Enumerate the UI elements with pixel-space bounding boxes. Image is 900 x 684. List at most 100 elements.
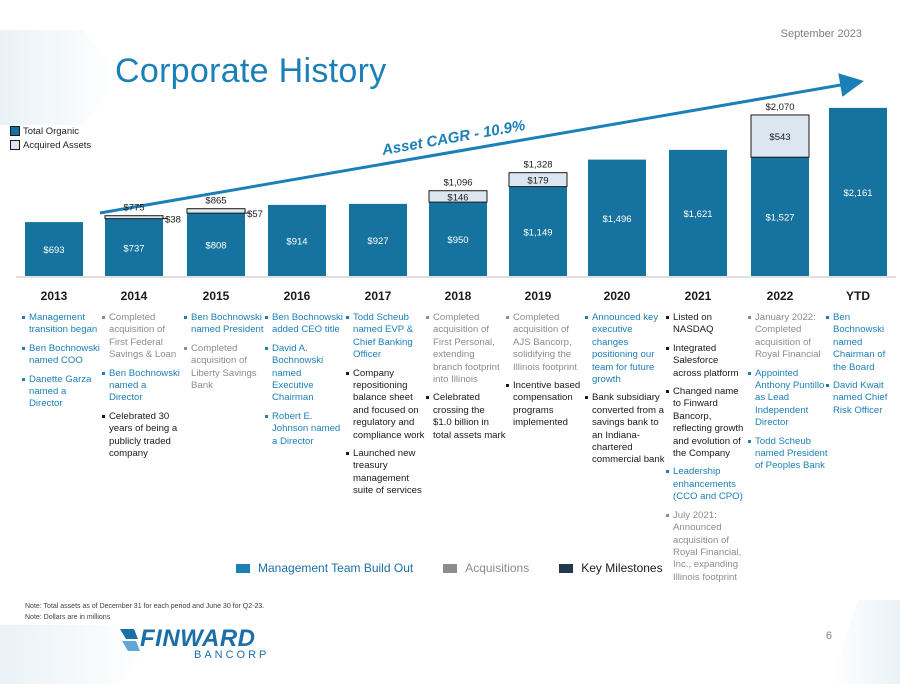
timeline-list: Completed acquisition of AJS Bancorp, so… bbox=[506, 312, 586, 430]
decorative-shape-right bbox=[830, 600, 900, 684]
bar-organic-2015 bbox=[187, 213, 245, 276]
bar-total-2022: $2,070 bbox=[765, 102, 794, 113]
x-tick-label-2019: 2019 bbox=[525, 289, 552, 303]
bar-label-organic-2017: $927 bbox=[367, 236, 388, 247]
timeline-list: Announced key executive changes position… bbox=[585, 312, 665, 467]
timeline-item: Ben Bochnowski named a Director bbox=[102, 368, 182, 405]
timeline-item: Celebrated crossing the $1.0 billion in … bbox=[426, 392, 506, 442]
x-tick-label-2020: 2020 bbox=[604, 289, 631, 303]
timeline-column-2022: January 2022: Completed acquisition of R… bbox=[748, 312, 828, 479]
footnote-assets: Note: Total assets as of December 31 for… bbox=[25, 603, 265, 610]
logo-mark-icon bbox=[120, 629, 140, 651]
logo-subtitle: BANCORP bbox=[194, 649, 270, 661]
x-tick-label-2017: 2017 bbox=[365, 289, 392, 303]
legend-label-management: Management Team Build Out bbox=[258, 561, 414, 575]
timeline-column-2019: Completed acquisition of AJS Bancorp, so… bbox=[506, 312, 586, 436]
timeline-legend: Management Team Build Out Acquisitions K… bbox=[236, 561, 693, 575]
timeline-item: January 2022: Completed acquisition of R… bbox=[748, 312, 828, 362]
timeline-list: Completed acquisition of First Federal S… bbox=[102, 312, 182, 460]
footnote-dollars: Note: Dollars are in millions bbox=[25, 614, 111, 621]
timeline-item: David Kwait named Chief Risk Officer bbox=[826, 380, 898, 417]
timeline-item: Robert E. Johnson named a Director bbox=[265, 411, 345, 448]
legend-management: Management Team Build Out bbox=[236, 561, 413, 575]
chart-legend: Total Organic Acquired Assets bbox=[10, 124, 91, 152]
bar-label-organic-2013: $693 bbox=[43, 245, 64, 256]
footnotes: Note: Total assets as of December 31 for… bbox=[25, 601, 264, 623]
legend-swatch-acquired bbox=[10, 140, 20, 150]
timeline-list: Ben Bochnowski named President Completed … bbox=[184, 312, 264, 392]
x-tick-label-2018: 2018 bbox=[445, 289, 472, 303]
bar-label-organic-2014: $737 bbox=[123, 243, 144, 254]
timeline-item: Announced key executive changes position… bbox=[585, 312, 665, 386]
timeline-item: Ben Bochnowski added CEO title bbox=[265, 312, 345, 337]
timeline-item: Launched new treasury management suite o… bbox=[346, 448, 426, 498]
timeline-item: Listed on NASDAQ bbox=[666, 312, 746, 337]
timeline-item: Completed acquisition of First Personal,… bbox=[426, 312, 506, 386]
timeline-item: Ben Bochnowski named COO bbox=[22, 343, 102, 368]
bar-total-2018: $1,096 bbox=[443, 178, 472, 189]
bar-total-2019: $1,328 bbox=[523, 160, 552, 171]
bar-label-acquired-2022: $543 bbox=[769, 132, 790, 143]
legend-box-milestones bbox=[559, 563, 574, 573]
timeline-item: Changed name to Finward Bancorp, reflect… bbox=[666, 386, 746, 460]
bar-acquired-2022 bbox=[750, 114, 810, 158]
timeline-column-2016: Ben Bochnowski added CEO title David A. B… bbox=[265, 312, 345, 454]
bar-total-2015: $865 bbox=[205, 196, 226, 207]
asset-chart: Asset CAGR - 10.9% $6932013$737$38$77520… bbox=[16, 73, 896, 303]
timeline-item: Company repositioning balance sheet and … bbox=[346, 368, 426, 442]
timeline-list: Ben Bochnowski added CEO title David A. B… bbox=[265, 312, 345, 448]
timeline-item: Management transition began bbox=[22, 312, 102, 337]
x-tick-label-2022: 2022 bbox=[767, 289, 794, 303]
bar-label-organic-2020: $1,496 bbox=[602, 214, 631, 225]
timeline-item: Completed acquisition of AJS Bancorp, so… bbox=[506, 312, 586, 374]
x-tick-label-2016: 2016 bbox=[284, 289, 311, 303]
legend-swatch-organic bbox=[10, 126, 20, 136]
bar-label-acquired-2015: $57 bbox=[247, 209, 263, 220]
timeline-column-2018: Completed acquisition of First Personal,… bbox=[426, 312, 506, 448]
bar-label-organic-2015: $808 bbox=[205, 241, 226, 252]
legend-item-organic: Total Organic bbox=[10, 124, 91, 138]
bar-label-acquired-2018: $146 bbox=[447, 192, 468, 203]
timeline-column-2015: Ben Bochnowski named President Completed … bbox=[184, 312, 264, 398]
legend-acquisitions: Acquisitions bbox=[443, 561, 529, 575]
timeline-item: July 2021: Announced acquisition of Roya… bbox=[666, 510, 746, 584]
legend-label-organic: Total Organic bbox=[23, 125, 79, 137]
legend-box-acquisitions bbox=[443, 563, 458, 573]
bar-acquired-2014 bbox=[104, 215, 164, 220]
timeline-item: Appointed Anthony Puntillo as Lead Indep… bbox=[748, 368, 828, 430]
timeline-list: Ben Bochnowski named Chairman of the Boa… bbox=[826, 312, 898, 417]
bar-total-2014: $775 bbox=[123, 203, 144, 214]
bar-organic-2021 bbox=[669, 149, 727, 276]
timeline-item: Celebrated 30 years of being a publicly … bbox=[102, 411, 182, 461]
legend-label-acquisitions: Acquisitions bbox=[465, 561, 530, 575]
timeline-item: Ben Bochnowski named Chairman of the Boa… bbox=[826, 312, 898, 374]
legend-box-management bbox=[236, 563, 250, 573]
timeline-item: Bank subsidiary converted from a savings… bbox=[585, 392, 665, 466]
x-tick-label-YTD: YTD bbox=[846, 289, 870, 303]
bar-organic-2020 bbox=[588, 159, 646, 276]
cagr-trend-arrow bbox=[99, 73, 864, 215]
bar-label-organic-2016: $914 bbox=[286, 236, 307, 247]
bar-label-acquired-2019: $179 bbox=[527, 176, 548, 187]
x-tick-label-2015: 2015 bbox=[203, 289, 230, 303]
bar-label-organic-YTD: $2,161 bbox=[843, 188, 872, 199]
bar-acquired-2015 bbox=[186, 208, 246, 214]
timeline-item: Danette Garza named a Director bbox=[22, 374, 102, 411]
legend-item-acquired: Acquired Assets bbox=[10, 138, 91, 152]
timeline-list: Completed acquisition of First Personal,… bbox=[426, 312, 506, 442]
bar-acquired-2018 bbox=[428, 190, 488, 203]
bar-label-acquired-2014: $38 bbox=[165, 215, 181, 226]
logo-name: FINWARD bbox=[140, 625, 256, 652]
timeline-column-2014: Completed acquisition of First Federal S… bbox=[102, 312, 182, 466]
timeline-item: David A. Bochnowski named Executive Chai… bbox=[265, 343, 345, 405]
timeline-item: Incentive based compensation programs im… bbox=[506, 380, 586, 430]
bar-organic-2013 bbox=[25, 222, 83, 276]
bar-label-organic-2021: $1,621 bbox=[683, 209, 712, 220]
bar-organic-2022 bbox=[751, 157, 809, 276]
page-title: Corporate History bbox=[115, 52, 387, 90]
bar-label-organic-2019: $1,149 bbox=[523, 227, 552, 238]
report-date: September 2023 bbox=[780, 28, 862, 40]
bar-organic-2018 bbox=[429, 202, 487, 276]
x-tick-label-2013: 2013 bbox=[41, 289, 68, 303]
x-tick-label-2014: 2014 bbox=[121, 289, 148, 303]
